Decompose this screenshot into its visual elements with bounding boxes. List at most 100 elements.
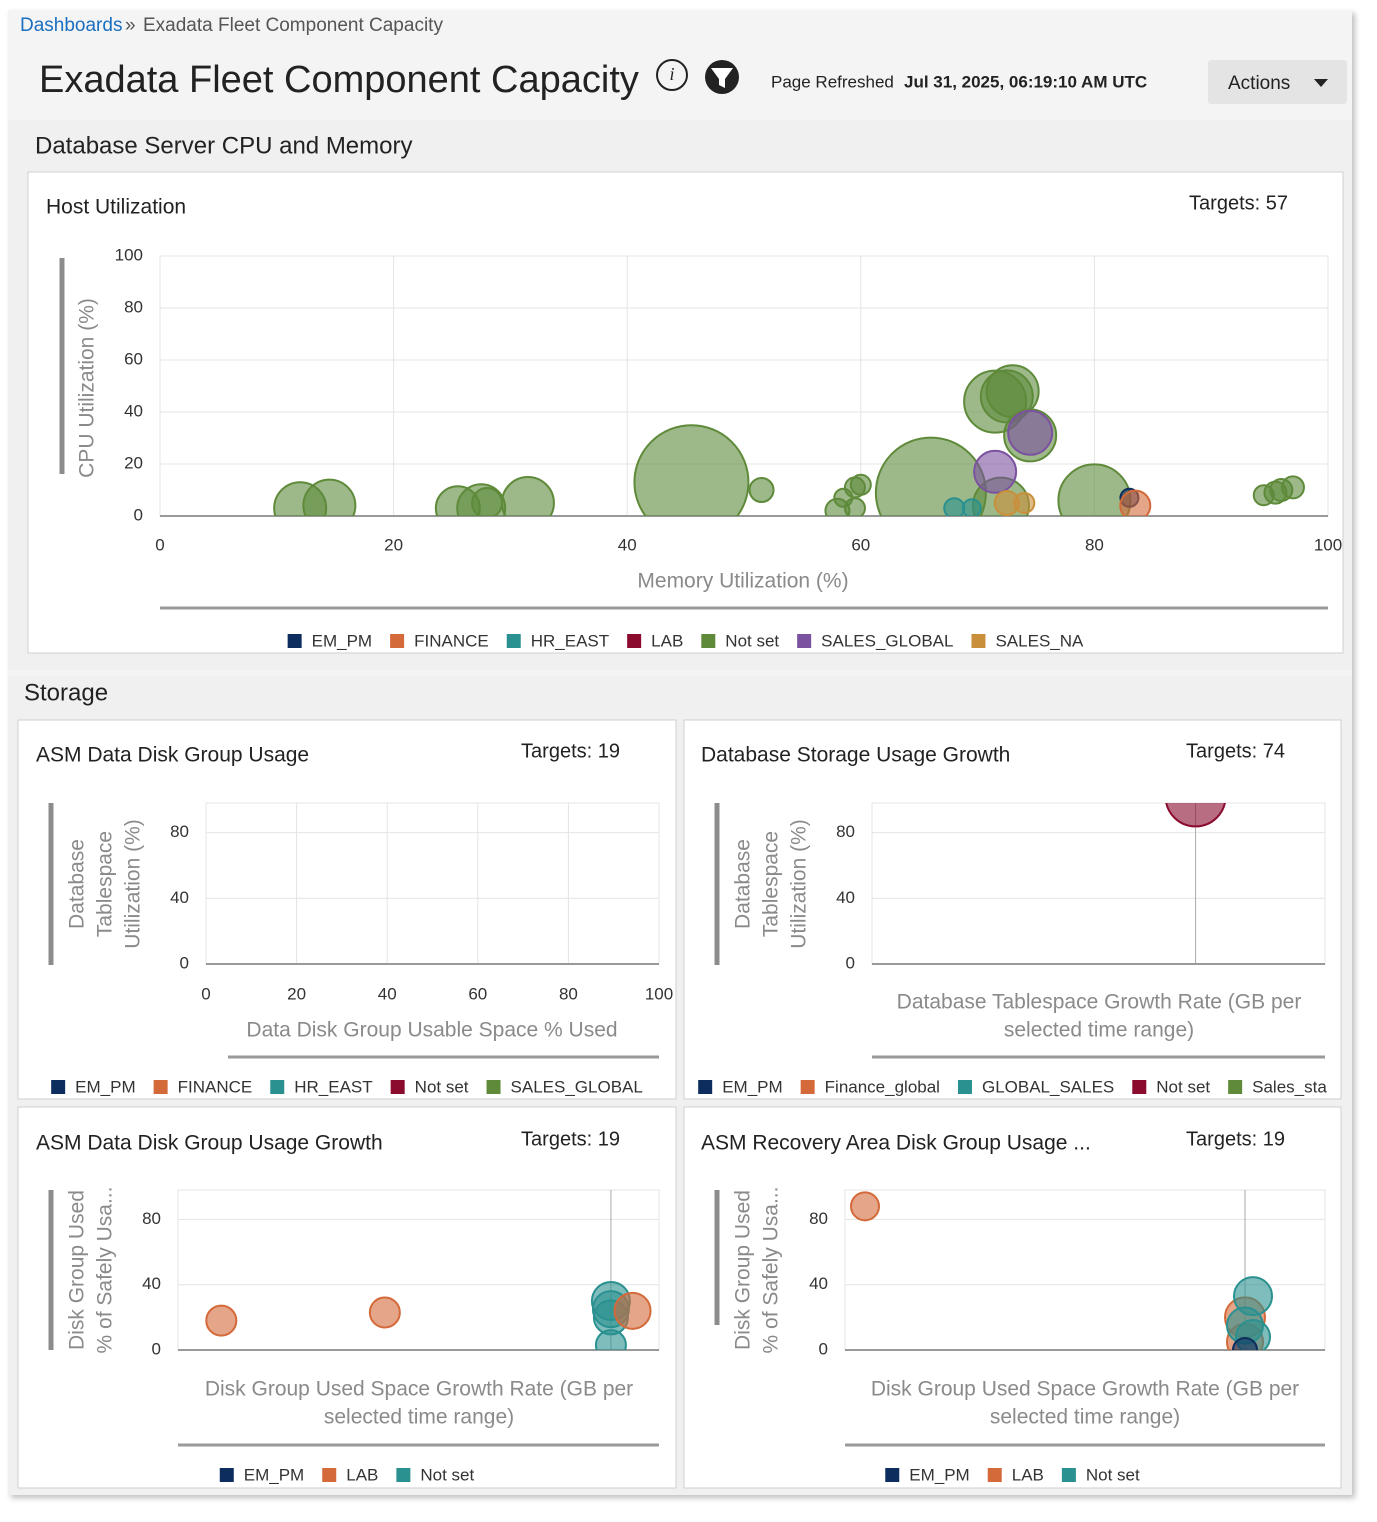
y-axis-title: % of Safely Usa... [94,1187,117,1354]
legend-item: Finance_global [800,1077,940,1096]
y-tick-label: 80 [124,297,143,316]
y-tick-label: 0 [134,505,143,524]
y-tick-label: 100 [115,245,143,264]
x-tick-label: 60 [468,984,487,1003]
y-axis-title: Tablespace [94,831,117,937]
legend: EM_PM LAB Not set [219,1465,475,1484]
y-axis-title: Utilization (%) [788,819,811,949]
x-tick-label: 100 [1314,535,1342,554]
legend-item: SALES_GLOBAL [797,631,953,650]
y-tick-label: 40 [836,888,855,907]
x-axis-title: Database Tablespace Growth Rate (GB per [897,991,1302,1014]
legend-label: EM_PM [244,1465,304,1484]
y-axis-title: Disk Group Used [66,1190,89,1350]
bubble [368,1296,401,1329]
legend-swatch [506,634,521,648]
y-tick-label: 0 [180,953,189,972]
page-title: Exadata Fleet Component Capacity [39,59,639,101]
filter-icon[interactable] [705,60,739,94]
y-axis-title: Database [66,839,89,929]
bubble [843,497,866,516]
legend-label: HR_EAST [531,631,609,650]
legend-swatch [1061,1468,1076,1482]
legend-item: GLOBAL_SALES [957,1077,1114,1096]
y-axis-title: Disk Group Used [732,1190,755,1350]
panel-title: ASM Data Disk Group Usage [36,744,309,767]
legend-swatch [287,634,302,648]
legend-label: SALES_NA [995,631,1084,650]
refreshed-label: Page Refreshed [771,72,894,91]
panel-title: Database Storage Usage Growth [701,744,1010,767]
bubble [471,487,504,516]
legend-item: HR_EAST [270,1077,373,1096]
x-axis-title: selected time range) [1004,1019,1194,1042]
legend-label: EM_PM [909,1465,969,1484]
bubble [1119,489,1152,516]
legend-item: SALES_GLOBAL [486,1077,643,1096]
legend-label: GLOBAL_SALES [982,1077,1114,1096]
bubble [1280,475,1305,500]
legend-swatch [971,634,986,648]
legend-swatch [396,1468,411,1482]
x-tick-label: 0 [201,984,210,1003]
legend-swatch [51,1080,66,1094]
legend-swatch [698,1080,713,1094]
bubble [205,1304,238,1337]
legend-label: FINANCE [178,1077,253,1096]
x-axis-title: selected time range) [324,1406,514,1429]
targets-count: Targets: 74 [1186,740,1285,762]
breadcrumb-separator: » [125,15,136,36]
actions-label[interactable]: Actions [1228,73,1290,94]
legend-swatch [390,634,405,648]
section-title: Database Server CPU and Memory [35,132,412,159]
legend-item: HR_EAST [506,631,609,650]
legend-label: Not set [420,1465,474,1484]
legend-item: LAB [987,1465,1044,1484]
refreshed-time: Jul 31, 2025, 06:19:10 AM UTC [904,72,1147,91]
info-icon[interactable]: i [656,59,688,91]
legend-item: SALES_NA [971,631,1084,650]
y-tick-label: 60 [124,349,143,368]
legend-label: HR_EAST [294,1077,372,1096]
y-tick-label: 40 [142,1274,161,1293]
targets-count: Targets: 19 [1186,1128,1285,1150]
legend-item: LAB [627,631,683,650]
legend-item: Not set [390,1077,469,1096]
y-tick-label: 80 [170,822,189,841]
legend: EM_PM Finance_global GLOBAL_SALES Not set Sa… [698,1077,1327,1096]
actions-button[interactable]: Actions [1208,60,1347,104]
legend-label: Not set [415,1077,469,1096]
y-axis-title: Database [732,839,755,929]
legend-label: SALES_GLOBAL [821,631,953,650]
bubble [1013,492,1036,514]
bubble [849,473,872,496]
y-tick-label: 0 [152,1339,161,1358]
bubbles [205,1281,652,1350]
y-axis-title: Tablespace [760,831,783,937]
legend-label: Not set [1086,1465,1140,1484]
y-axis-title: % of Safely Usa... [760,1187,783,1354]
legend-swatch [987,1468,1002,1482]
legend: EM_PM FINANCE HR_EAST Not set SALES_GLOBAL [51,1077,643,1096]
bubbles [273,364,1305,516]
legend-label: LAB [651,631,683,650]
legend-label: EM_PM [722,1077,782,1096]
bubble [302,478,357,516]
breadcrumb-link[interactable]: Dashboards [20,15,122,36]
legend-label: EM_PM [312,631,372,650]
legend-item: Not set [1132,1077,1210,1096]
x-axis-title: Data Disk Group Usable Space % Used [246,1019,617,1042]
legend-swatch [1132,1080,1147,1094]
legend-swatch [270,1080,285,1094]
bubble [973,449,1018,494]
panel [683,719,1342,1100]
targets-count: Targets: 19 [521,1128,620,1150]
x-tick-label: 60 [851,535,870,554]
legend-swatch [486,1080,501,1094]
legend-item: EM_PM [698,1077,783,1096]
y-tick-label: 40 [809,1274,828,1293]
panel [683,1106,1342,1489]
legend-swatch [627,634,642,648]
legend-item: Not set [701,631,779,650]
